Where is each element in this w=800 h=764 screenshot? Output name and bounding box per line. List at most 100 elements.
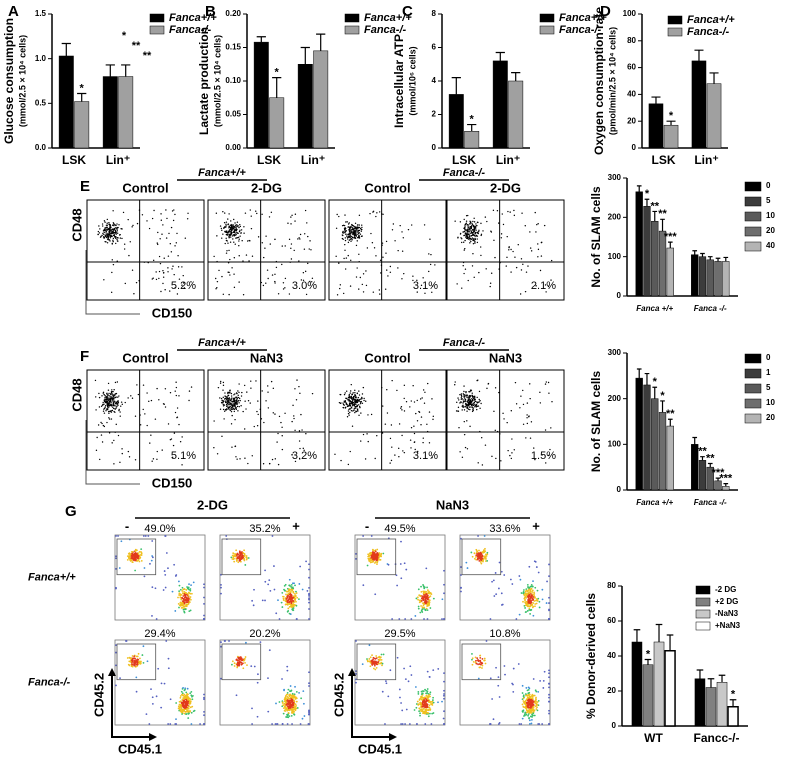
dot (116, 238, 118, 241)
dot (238, 281, 240, 283)
legend-swatch (744, 398, 762, 409)
dot (353, 237, 355, 239)
dot (185, 691, 188, 694)
dot (233, 404, 235, 406)
dot (359, 398, 362, 400)
dot (224, 231, 226, 233)
dot (292, 603, 295, 606)
dot (128, 456, 131, 458)
dot (542, 687, 545, 689)
significance: ** (132, 40, 141, 52)
dot (428, 603, 430, 606)
dot (113, 231, 115, 234)
dot (466, 236, 469, 239)
dot (298, 440, 301, 442)
dot (135, 281, 138, 284)
dot (274, 273, 276, 275)
dot (377, 662, 380, 665)
flow-dots (115, 640, 205, 725)
dot (99, 236, 102, 238)
dot (356, 404, 358, 407)
dot (344, 406, 347, 409)
dot (236, 666, 239, 669)
legend-label: +2 DG (715, 597, 738, 606)
dot (473, 552, 476, 554)
y-axis-unit: (pmol/min/2.5 × 10⁴ cells) (607, 27, 617, 135)
error-bar (723, 483, 729, 487)
dot (391, 229, 394, 231)
dot (474, 229, 476, 231)
dot (534, 603, 537, 605)
dot (498, 222, 500, 224)
dot (164, 574, 167, 576)
dot (350, 402, 352, 405)
dot (182, 282, 185, 284)
dot (386, 269, 388, 271)
bar (492, 60, 508, 149)
dot (358, 226, 361, 229)
dot (131, 658, 134, 661)
dot (354, 400, 356, 403)
dot (548, 602, 550, 604)
dot (308, 682, 310, 685)
dot (524, 693, 527, 695)
dot (548, 676, 550, 679)
dot (426, 605, 429, 608)
dot (185, 603, 187, 606)
dot (464, 406, 466, 408)
dot (424, 723, 427, 725)
dot (184, 706, 187, 709)
dot (467, 227, 470, 229)
dot (186, 601, 189, 604)
dot (404, 678, 407, 681)
dot (115, 567, 117, 570)
dot (250, 387, 252, 389)
dot (294, 599, 297, 602)
dot (234, 234, 236, 236)
dot (360, 412, 362, 414)
dot (356, 392, 359, 395)
dot (178, 700, 181, 703)
y-tick-label: 200 (608, 394, 622, 403)
dot (238, 397, 241, 400)
dot (112, 210, 114, 212)
dot (101, 234, 103, 237)
dot (519, 578, 522, 581)
dot (245, 641, 247, 644)
dot (234, 402, 236, 405)
dot (512, 690, 515, 693)
dot (188, 610, 191, 613)
dot (225, 237, 227, 239)
dot (471, 657, 474, 660)
dot (255, 380, 257, 382)
flow-frame (354, 534, 446, 621)
dot (342, 407, 345, 409)
legend-label: 20 (766, 413, 775, 422)
dot (469, 400, 471, 402)
dot (381, 242, 384, 244)
dot (299, 458, 301, 460)
dot (112, 237, 115, 240)
significance: * (669, 110, 674, 122)
dot (443, 697, 445, 700)
dot (294, 388, 296, 390)
dot (545, 291, 547, 293)
dot (278, 701, 281, 703)
dot (189, 589, 192, 592)
dot (222, 396, 224, 399)
dot (134, 459, 137, 461)
dot (229, 405, 232, 407)
dot (399, 563, 402, 565)
dot (527, 589, 530, 592)
dot (112, 397, 114, 400)
dot (361, 224, 363, 226)
dot (223, 418, 225, 420)
error-bar (105, 64, 115, 77)
dot (381, 664, 383, 667)
dot (171, 590, 174, 593)
dot (422, 584, 424, 586)
dot (443, 723, 445, 725)
dot (405, 708, 408, 711)
dot (160, 290, 162, 293)
dot (180, 703, 182, 706)
